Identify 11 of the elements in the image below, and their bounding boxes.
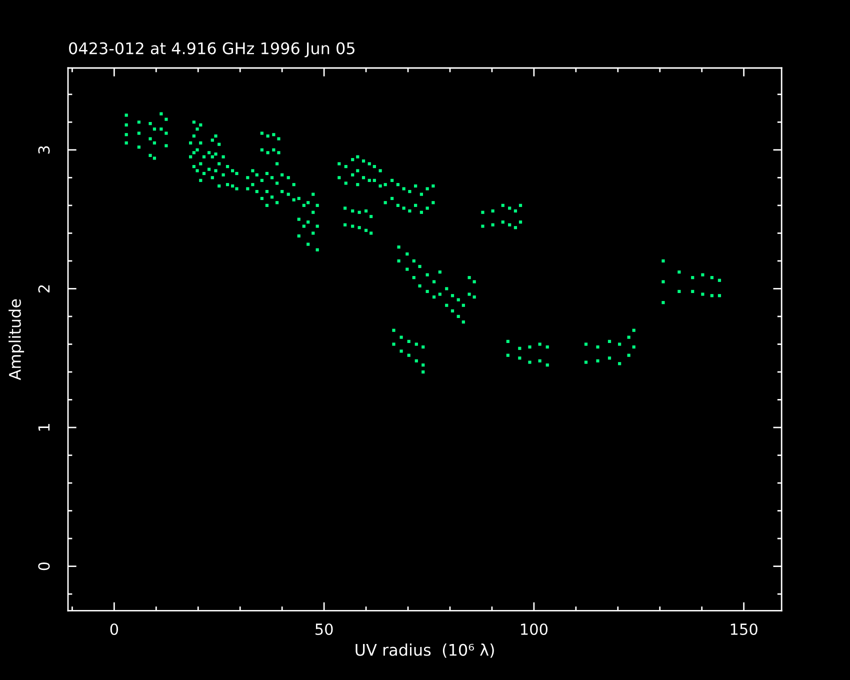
x-tick-label: 0 — [110, 623, 118, 636]
y-tick-label: 2 — [38, 285, 50, 292]
y-axis-title: Amplitude — [8, 299, 24, 380]
x-tick-label: 150 — [730, 623, 758, 636]
x-tick-label: 100 — [521, 623, 548, 636]
y-tick-label: 1 — [38, 424, 50, 431]
y-tick-label: 0 — [38, 562, 50, 570]
chart-title: 0423-012 at 4.916 GHz 1996 Jun 05 — [69, 42, 354, 58]
x-tick-label: 50 — [316, 623, 333, 636]
y-tick-label: 3 — [38, 146, 50, 154]
x-axis-title: UV radius (10⁶ λ) — [356, 644, 494, 658]
